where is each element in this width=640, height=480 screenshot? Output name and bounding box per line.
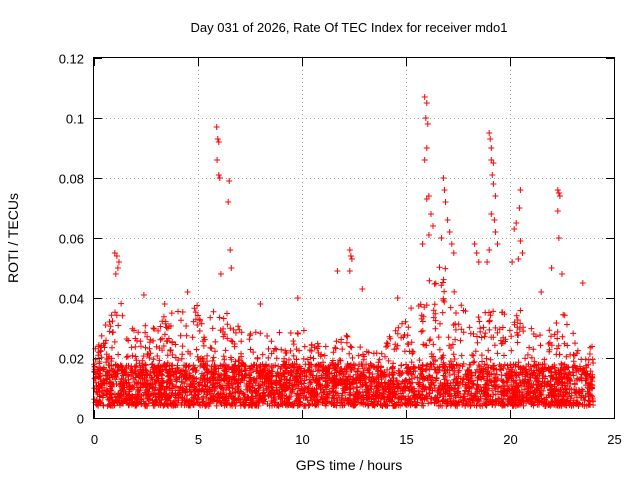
chart-title: Day 031 of 2026, Rate Of TEC Index for r…	[191, 20, 508, 35]
x-tick-label: 0	[91, 432, 98, 447]
y-tick-label: 0.06	[59, 232, 84, 247]
y-axis-label: ROTI / TECUs	[5, 193, 21, 283]
grid-lines	[94, 58, 614, 418]
roti-points	[91, 94, 597, 409]
x-axis-label: GPS time / hours	[296, 457, 403, 473]
y-tick-label: 0.12	[59, 52, 84, 67]
y-tick-label: 0.08	[59, 172, 84, 187]
x-tick-label: 10	[295, 432, 309, 447]
y-tick-label: 0.02	[59, 352, 84, 367]
x-tick-label: 25	[607, 432, 621, 447]
x-tick-label: 5	[195, 432, 202, 447]
x-tick-label: 15	[399, 432, 413, 447]
plot-frame	[93, 57, 615, 419]
y-tick-label: 0.04	[59, 292, 84, 307]
y-tick-label: 0	[77, 412, 84, 427]
y-tick-label: 0.1	[66, 112, 84, 127]
x-tick-label: 20	[503, 432, 517, 447]
tick-labels: 0 0.02 0.04 0.06 0.08 0.1 0.12 0 5 10 15 20 25	[59, 52, 622, 448]
data-points	[91, 94, 597, 409]
